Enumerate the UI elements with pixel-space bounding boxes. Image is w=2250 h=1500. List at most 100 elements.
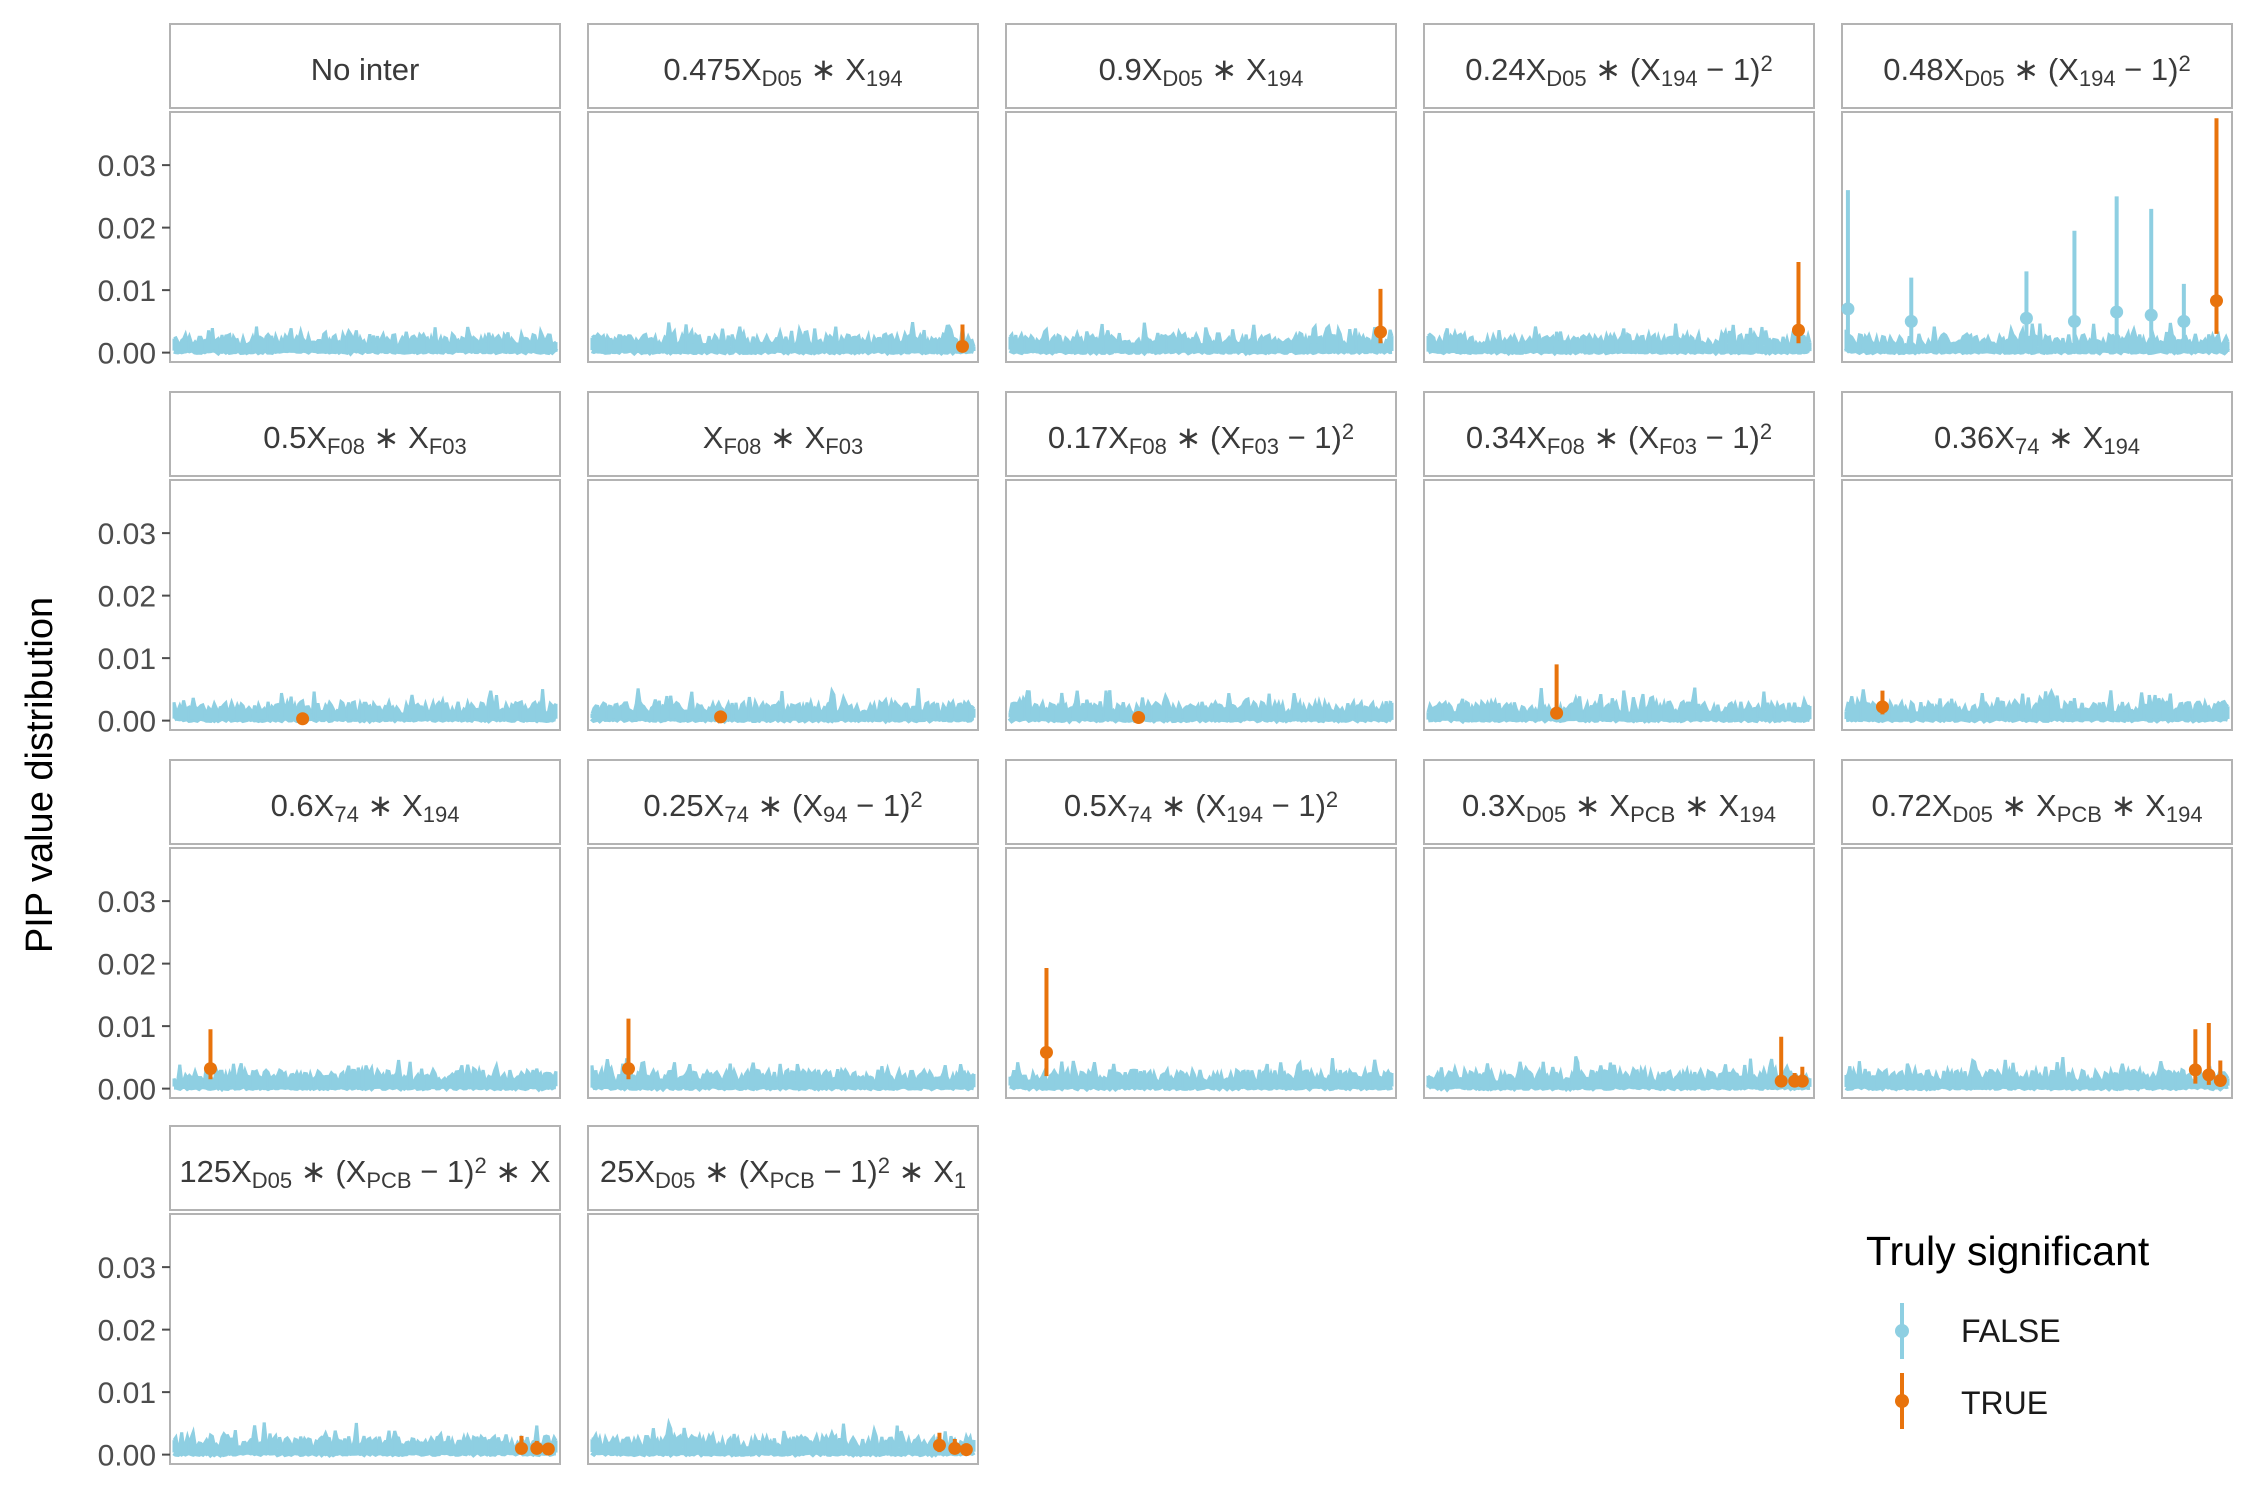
facet-plot-area bbox=[587, 479, 979, 731]
facet-panel: 25XD05 ∗ (XPCB − 1)2 ∗ X1 bbox=[587, 1125, 979, 1465]
facet-title: 125XD05 ∗ (XPCB − 1)2 ∗ X bbox=[179, 1153, 551, 1193]
false-noise-series bbox=[1844, 1057, 2230, 1092]
facet-title: 0.25X74 ∗ (X94 − 1)2 bbox=[643, 787, 922, 827]
facet-plot-area bbox=[169, 111, 561, 363]
facet-strip bbox=[169, 391, 561, 477]
true-pointrange-dot bbox=[1875, 700, 1889, 714]
false-range-lower bbox=[1844, 1081, 2229, 1092]
true-pointrange-dot bbox=[2188, 1063, 2202, 1077]
facet-title: 0.9XD05 ∗ X194 bbox=[1099, 52, 1304, 91]
true-pointrange-dot bbox=[2202, 1068, 2216, 1082]
true-pointrange-dot bbox=[959, 1443, 973, 1457]
true-pointrange-dot bbox=[1039, 1045, 1053, 1059]
y-tick-label: 0.01 bbox=[98, 1011, 156, 1044]
true-pointrange-dot bbox=[296, 712, 310, 726]
facet-plot-area bbox=[587, 847, 979, 1099]
facet-panel: 125XD05 ∗ (XPCB − 1)2 ∗ X bbox=[169, 1125, 561, 1465]
false-noise-series bbox=[590, 321, 976, 357]
facet-strip bbox=[1005, 23, 1397, 109]
facet-strip bbox=[1841, 759, 2233, 845]
true-pointrange-dot bbox=[1550, 706, 1564, 720]
true-pointrange-dot bbox=[1791, 323, 1805, 337]
facet-panel: XF08 ∗ XF03 bbox=[587, 391, 979, 731]
y-tick-label: 0.02 bbox=[98, 581, 156, 614]
true-pointrange-dot bbox=[714, 710, 728, 724]
facet-strip bbox=[169, 759, 561, 845]
y-tick-label: 0.02 bbox=[98, 213, 156, 246]
facet-plot-area bbox=[169, 1213, 561, 1465]
y-tick-label: 0.01 bbox=[98, 643, 156, 676]
facet-plot-area bbox=[1423, 847, 1815, 1099]
y-tick-label: 0.01 bbox=[98, 275, 156, 308]
facet-title: 0.72XD05 ∗ XPCB ∗ X194 bbox=[1871, 788, 2202, 827]
true-pointrange-dot bbox=[1373, 325, 1387, 339]
facet-strip bbox=[169, 23, 561, 109]
facet-plot-area bbox=[1423, 479, 1815, 731]
true-pointrange-dot bbox=[2209, 294, 2223, 308]
facet-title: 0.48XD05 ∗ (X194 − 1)2 bbox=[1883, 51, 2190, 91]
facet-plot-area bbox=[1841, 847, 2233, 1099]
facet-plot-area bbox=[587, 1213, 979, 1465]
facet-panels: No inter 0.475XD05 ∗ X194 0.9XD05 ∗ X194 0.… bbox=[169, 23, 2233, 1465]
y-axis: 0.00 0.01 0.02 0.03 bbox=[98, 150, 170, 371]
legend: Truly significant FALSE TRUE bbox=[1866, 1228, 2150, 1429]
facet-panel: 0.25X74 ∗ (X94 − 1)2 bbox=[587, 759, 979, 1099]
false-noise-series bbox=[172, 325, 559, 357]
false-noise-series bbox=[1425, 1056, 1812, 1093]
true-pointrange-dot bbox=[203, 1062, 217, 1076]
facet-title: 0.3XD05 ∗ XPCB ∗ X194 bbox=[1462, 788, 1776, 827]
facet-strip bbox=[587, 1125, 979, 1211]
facet-strip bbox=[587, 23, 979, 109]
false-noise-series bbox=[1426, 687, 1812, 725]
facet-strip bbox=[169, 1125, 561, 1211]
y-tick-label: 0.03 bbox=[98, 1252, 156, 1285]
y-axis: 0.00 0.01 0.02 0.03 bbox=[98, 518, 170, 739]
legend-key-false-dot bbox=[1895, 1324, 1909, 1338]
y-tick-label: 0.02 bbox=[98, 949, 156, 982]
false-noise-series bbox=[590, 1058, 976, 1093]
true-pointrange-dot bbox=[514, 1441, 528, 1455]
facet-plot-area bbox=[587, 111, 979, 363]
y-axis: 0.00 0.01 0.02 0.03 bbox=[98, 886, 170, 1107]
facet-panel: 0.34XF08 ∗ (XF03 − 1)2 bbox=[1423, 391, 1815, 731]
false-pointrange-dot bbox=[2177, 314, 2191, 328]
facet-title: No inter bbox=[311, 52, 420, 87]
false-pointrange-dot bbox=[2019, 311, 2033, 325]
true-pointrange-dot bbox=[948, 1441, 962, 1455]
false-noise-series bbox=[1844, 687, 2230, 724]
facet-plot-area bbox=[169, 479, 561, 731]
false-noise-series bbox=[1008, 322, 1394, 357]
true-pointrange-dot bbox=[1774, 1074, 1788, 1088]
false-noise-series bbox=[172, 1422, 558, 1459]
true-pointrange-dot bbox=[541, 1442, 555, 1456]
facet-title: 0.6X74 ∗ X194 bbox=[271, 788, 460, 827]
facet-strip bbox=[1005, 759, 1397, 845]
facet-title: 0.5XF08 ∗ XF03 bbox=[263, 420, 467, 459]
facet-panel: 0.5XF08 ∗ XF03 bbox=[169, 391, 561, 731]
facet-title: 25XD05 ∗ (XPCB − 1)2 ∗ X1 bbox=[600, 1153, 966, 1193]
facet-strip bbox=[1841, 23, 2233, 109]
y-axis-title: PIP value distribution bbox=[19, 597, 61, 953]
facet-strip bbox=[1423, 391, 1815, 477]
facet-title: 0.36X74 ∗ X194 bbox=[1934, 420, 2140, 459]
facet-title: 0.34XF08 ∗ (XF03 − 1)2 bbox=[1466, 419, 1772, 459]
y-tick-label: 0.00 bbox=[98, 1074, 156, 1107]
facet-plot-area bbox=[1005, 847, 1397, 1099]
legend-key-true-dot bbox=[1895, 1394, 1909, 1408]
facet-plot-area bbox=[1841, 111, 2233, 363]
facet-panel: 0.24XD05 ∗ (X194 − 1)2 bbox=[1423, 23, 1815, 363]
facet-title: 0.17XF08 ∗ (XF03 − 1)2 bbox=[1048, 419, 1354, 459]
legend-entry-true: TRUE bbox=[1895, 1373, 2048, 1429]
facet-panel: 0.9XD05 ∗ X194 bbox=[1005, 23, 1397, 363]
y-tick-label: 0.03 bbox=[98, 518, 156, 551]
false-noise-series bbox=[1426, 323, 1812, 357]
true-pointrange-dot bbox=[621, 1062, 635, 1076]
false-pointrange-dot bbox=[2110, 305, 2124, 319]
false-pointrange-dot bbox=[1904, 314, 1918, 328]
false-noise-series bbox=[589, 686, 976, 725]
facet-panel: 0.48XD05 ∗ (X194 − 1)2 bbox=[1841, 23, 2233, 363]
legend-entry-false: FALSE bbox=[1895, 1303, 2061, 1359]
false-noise-series bbox=[1007, 690, 1394, 725]
y-tick-label: 0.00 bbox=[98, 1440, 156, 1473]
